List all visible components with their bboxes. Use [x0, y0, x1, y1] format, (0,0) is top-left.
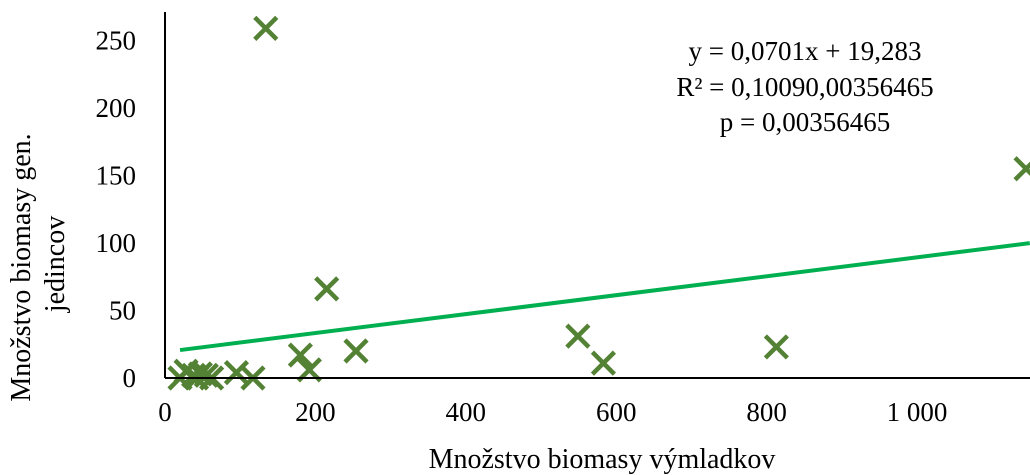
data-point-stroke [314, 276, 340, 302]
y-tick-label: 50 [109, 296, 136, 326]
y-tick-label: 250 [96, 26, 137, 56]
data-point [1013, 156, 1030, 182]
data-point-stroke [565, 323, 591, 349]
x-tick-label: 400 [446, 397, 487, 427]
y-axis-title: Množstvo biomasy gen. jedincov [6, 126, 71, 401]
x-tick-label: 0 [158, 397, 172, 427]
y-tick-label: 200 [96, 93, 137, 123]
data-point-stroke [187, 361, 213, 387]
data-point-stroke [763, 334, 789, 360]
y-axis-title-line-1: Množstvo biomasy gen. [6, 133, 37, 401]
y-tick-labels: 0 50 100 150 200 250 [96, 26, 137, 394]
data-point-stroke [223, 360, 250, 386]
x-tick-labels: 0 200 400 600 800 1 000 [158, 397, 947, 427]
data-point [287, 342, 313, 368]
x-tick-label: 1 000 [887, 397, 948, 427]
regression-annotation: y = 0,0701x + 19,283 R² = 0,10090,003564… [676, 36, 933, 137]
x-tick-label: 600 [596, 397, 637, 427]
data-point-stroke [287, 342, 313, 368]
data-point [314, 276, 340, 302]
trendline [179, 241, 1030, 353]
x-axis-title: Množstvo biomasy výmladkov [429, 444, 776, 475]
regression-r-squared: R² = 0,10090,00356465 [676, 72, 933, 102]
x-tick-label: 800 [746, 397, 787, 427]
data-point [223, 360, 250, 386]
y-tick-label: 100 [96, 228, 137, 258]
data-point [253, 15, 279, 41]
data-point [343, 338, 369, 364]
regression-p-value: p = 0,00356465 [720, 107, 890, 137]
data-point-stroke [1013, 161, 1030, 182]
regression-equation: y = 0,0701x + 19,283 [689, 36, 922, 66]
data-point-stroke [590, 350, 617, 376]
trendline-layer [179, 241, 1030, 353]
x-tick-label: 200 [295, 397, 336, 427]
y-axis-title-line-2: jedincov [40, 216, 71, 313]
y-tick-label: 0 [123, 363, 137, 393]
data-point-stroke [253, 15, 279, 41]
data-point [565, 323, 591, 349]
axes [164, 12, 1030, 379]
data-point [590, 350, 617, 376]
y-tick-label: 150 [96, 161, 137, 191]
data-point-stroke [343, 338, 369, 364]
data-point [763, 334, 789, 360]
